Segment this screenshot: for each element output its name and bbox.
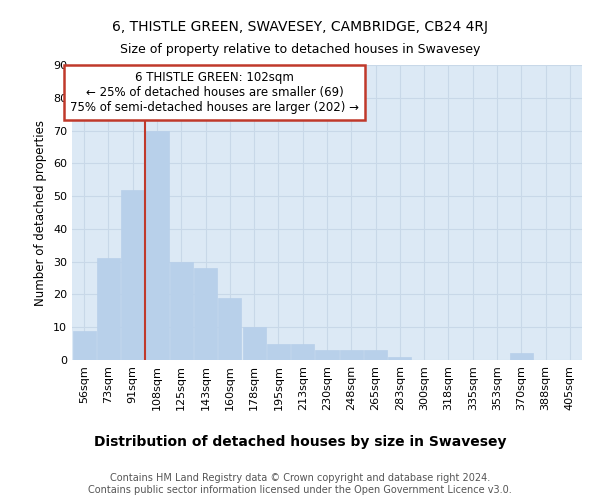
Bar bbox=[510, 354, 533, 360]
Bar bbox=[73, 330, 95, 360]
Text: Size of property relative to detached houses in Swavesey: Size of property relative to detached ho… bbox=[120, 42, 480, 56]
Text: Distribution of detached houses by size in Swavesey: Distribution of detached houses by size … bbox=[94, 435, 506, 449]
Text: Contains HM Land Registry data © Crown copyright and database right 2024.
Contai: Contains HM Land Registry data © Crown c… bbox=[88, 474, 512, 495]
Bar bbox=[291, 344, 314, 360]
Bar bbox=[170, 262, 193, 360]
Bar bbox=[97, 258, 120, 360]
Bar bbox=[121, 190, 144, 360]
Bar bbox=[364, 350, 387, 360]
Y-axis label: Number of detached properties: Number of detached properties bbox=[34, 120, 47, 306]
Text: 6, THISTLE GREEN, SWAVESEY, CAMBRIDGE, CB24 4RJ: 6, THISTLE GREEN, SWAVESEY, CAMBRIDGE, C… bbox=[112, 20, 488, 34]
Bar bbox=[340, 350, 363, 360]
Bar bbox=[242, 327, 266, 360]
Bar bbox=[218, 298, 241, 360]
Bar bbox=[145, 130, 169, 360]
Bar bbox=[316, 350, 338, 360]
Bar bbox=[267, 344, 290, 360]
Bar bbox=[194, 268, 217, 360]
Bar bbox=[388, 356, 412, 360]
Text: 6 THISTLE GREEN: 102sqm
← 25% of detached houses are smaller (69)
75% of semi-de: 6 THISTLE GREEN: 102sqm ← 25% of detache… bbox=[70, 71, 359, 114]
